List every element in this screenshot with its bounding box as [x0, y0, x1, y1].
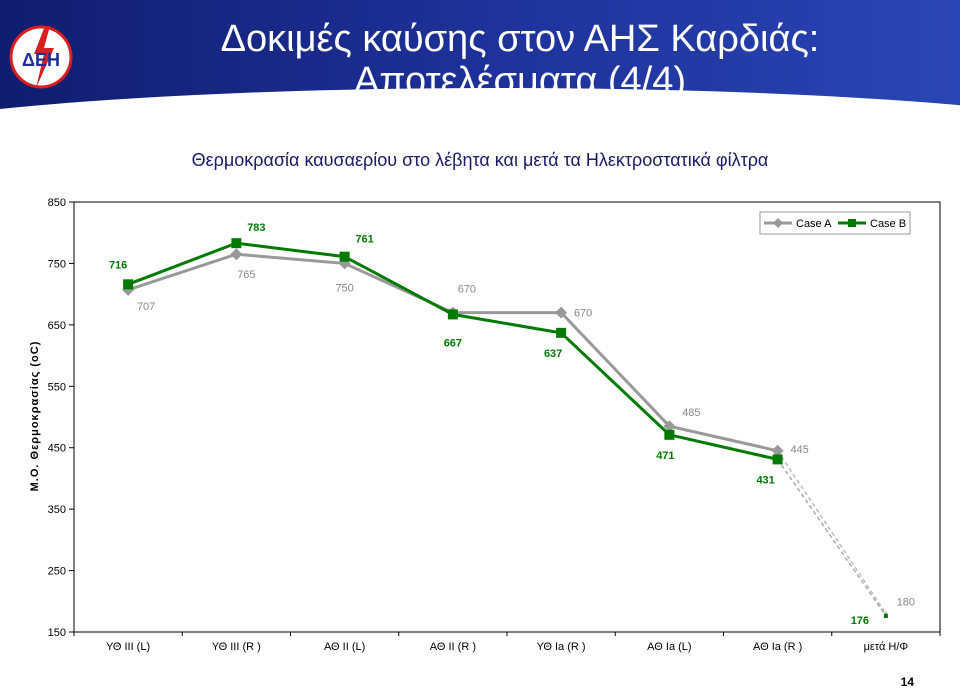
- x-tick-label: μετά Η/Φ: [864, 641, 909, 653]
- case-b-point: [772, 454, 783, 465]
- legend-label: Case B: [870, 218, 906, 230]
- case-b-data-label: 783: [247, 222, 265, 234]
- series-dashed-link: [777, 458, 887, 617]
- legend-diamond-marker: [773, 218, 783, 228]
- temperature-line-chart: 850 750 650 550 450 350 250 150 Μ.Ο. Θερμοκρασία…: [29, 197, 941, 653]
- case-a-point: [663, 420, 676, 433]
- case-a-data-label: 445: [790, 444, 808, 456]
- legend-label: Case A: [796, 218, 832, 230]
- case-a-data-label: 180: [897, 597, 915, 609]
- x-tick-label: ΥΘ ΙΙΙ (R ): [212, 641, 261, 653]
- x-tick-label: ΑΘ Ιa (R ): [753, 641, 802, 653]
- case-b-data-label: 176: [851, 615, 869, 627]
- case-b-point: [883, 614, 888, 619]
- case-b-point: [556, 327, 567, 338]
- y-tick-label: 850: [48, 197, 66, 209]
- title-line-2: Αποτελέσματα (4/4): [354, 60, 686, 102]
- y-axis-title: Μ.Ο. Θερμοκρασίας (oC): [29, 341, 41, 492]
- page-number: 14: [900, 675, 914, 689]
- dei-logo: ΔΕΗ: [9, 25, 73, 89]
- logo-text: ΔΕΗ: [22, 50, 60, 70]
- y-tick-label: 550: [48, 381, 66, 393]
- case-a-data-label: 670: [574, 308, 592, 320]
- y-tick-label: 650: [48, 320, 66, 332]
- case-a-data-label: 485: [682, 407, 700, 419]
- case-b-point: [447, 309, 458, 320]
- case-b-data-label: 431: [756, 474, 774, 486]
- case-a-data-label: 707: [137, 301, 155, 313]
- case-b-data-label: 667: [444, 337, 462, 349]
- case-b-point: [339, 251, 350, 262]
- case-b-point: [231, 238, 242, 249]
- x-tick-label: ΥΘ Ιa (R ): [537, 641, 586, 653]
- y-tick-label: 150: [48, 627, 66, 639]
- case-b-point: [664, 429, 675, 440]
- chart-legend: Case A Case B: [759, 211, 911, 235]
- series-line-case-a: [127, 252, 778, 453]
- y-tick-label: 250: [48, 566, 66, 578]
- banner-curve: [0, 0, 960, 118]
- legend-square-marker: [848, 219, 856, 227]
- slide-title: Δοκιμές καύσης στον ΑΗΣ Καρδιάς: Αποτελέ…: [80, 18, 960, 102]
- title-line-1: Δοκιμές καύσης στον ΑΗΣ Καρδιάς:: [220, 18, 820, 60]
- case-a-data-label: 670: [458, 284, 476, 296]
- y-tick-label: 450: [48, 443, 66, 455]
- series-dashed-link: [777, 450, 887, 614]
- case-b-data-label: 471: [656, 450, 674, 462]
- x-tick-label: ΥΘ ΙΙΙ (L): [106, 641, 150, 653]
- case-a-point: [230, 248, 243, 261]
- case-b-point: [123, 279, 134, 290]
- x-tick-label: ΑΘ ΙΙ (L): [324, 641, 365, 653]
- case-b-data-label: 716: [109, 259, 127, 271]
- series-line-case-b: [127, 241, 778, 461]
- chart-title: Θερμοκρασία καυσαερίου στο λέβητα και με…: [191, 150, 769, 170]
- legend-box: [759, 211, 911, 235]
- y-tick-label: 750: [48, 258, 66, 270]
- case-a-point: [771, 444, 784, 457]
- case-a-point: [555, 306, 568, 319]
- case-b-data-label: 637: [544, 348, 562, 360]
- plot-area: [73, 201, 941, 633]
- x-tick-label: ΑΘ ΙΙ (R ): [430, 641, 476, 653]
- case-a-data-label: 765: [237, 269, 255, 281]
- case-b-data-label: 761: [355, 234, 373, 246]
- case-a-data-label: 750: [335, 282, 353, 294]
- x-tick-label: ΑΘ Ιa (L): [647, 641, 691, 653]
- y-tick-label: 350: [48, 504, 66, 516]
